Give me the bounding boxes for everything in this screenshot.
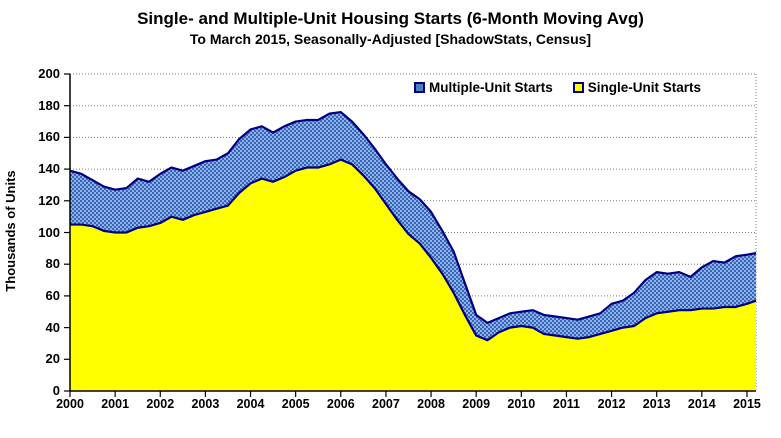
x-tick-label: 2012: [597, 397, 626, 411]
legend-label-multiple-unit: Multiple-Unit Starts: [429, 80, 553, 95]
plot-area: [64, 73, 757, 397]
x-tick-label: 2013: [642, 397, 671, 411]
y-tick-label: 140: [38, 161, 60, 177]
legend: Multiple-Unit Starts Single-Unit Starts: [414, 80, 701, 95]
single-unit-swatch-icon: [572, 82, 584, 93]
y-tick-label: 40: [45, 319, 60, 335]
y-tick-label: 180: [38, 97, 60, 113]
area-series: [69, 110, 757, 391]
x-tick-label: 2014: [687, 397, 716, 411]
multiple-unit-swatch-icon: [414, 82, 425, 93]
chart-subtitle: To March 2015, Seasonally-Adjusted [Shad…: [189, 31, 592, 47]
y-tick-label: 160: [38, 129, 60, 145]
y-tick-label: 80: [45, 256, 60, 272]
stacked-area-chart: [64, 73, 757, 397]
y-tick-label: 0: [52, 383, 60, 398]
x-tick-label: 2011: [552, 397, 580, 411]
x-tick-label: 2005: [281, 397, 310, 411]
y-tick-label: 20: [45, 351, 60, 367]
y-tick-label: 120: [38, 192, 60, 208]
chart-title: Single- and Multiple-Unit Housing Starts…: [137, 9, 644, 28]
x-tick-label: 2015: [733, 397, 761, 411]
y-tick-label: 60: [45, 287, 60, 303]
x-tick-label: 2004: [236, 397, 265, 411]
y-tick-label: 200: [38, 66, 60, 81]
legend-item-single-unit: Single-Unit Starts: [572, 80, 702, 95]
x-tick-label: 2007: [372, 397, 400, 411]
legend-item-multiple-unit: Multiple-Unit Starts: [414, 80, 553, 95]
x-tick-label: 2000: [56, 397, 84, 411]
x-tick-label: 2002: [146, 397, 175, 411]
y-tick-label: 100: [38, 224, 60, 240]
x-tick-label: 2006: [326, 397, 355, 411]
x-tick-label: 2008: [417, 397, 445, 411]
x-tick-label: 2001: [101, 397, 130, 411]
tick-marks: [64, 73, 748, 397]
x-tick-label: 2010: [507, 397, 536, 411]
x-tick-label: 2003: [191, 397, 220, 411]
legend-label-single-unit: Single-Unit Starts: [587, 80, 702, 95]
x-tick-label: 2009: [462, 397, 491, 411]
